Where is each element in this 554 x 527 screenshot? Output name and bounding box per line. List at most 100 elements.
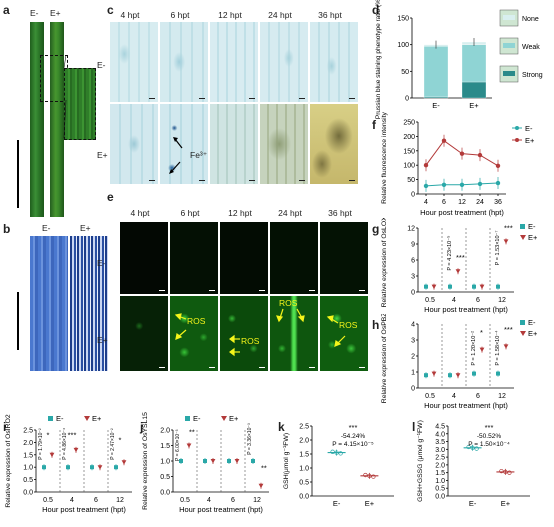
- i-ylabel: Relative expression of OsIRO2: [5, 414, 12, 508]
- k-y-tick-label-2: 1.0: [299, 466, 309, 473]
- g-point-1-1: [455, 269, 461, 274]
- f-legend-label-0: E-: [525, 124, 533, 133]
- l-annot-1: -50.52%: [477, 433, 501, 440]
- d-y-tick-label-2: 100: [397, 42, 409, 49]
- k-y-tick-label-3: 1.5: [299, 452, 309, 459]
- g-point-0-1: [448, 284, 452, 289]
- j-x-tick-label-2: 6: [231, 497, 235, 504]
- g-annot-1: P = 4.23×10⁻⁵: [446, 236, 453, 271]
- chart-j: 0.0 0.5 1.0 1.5 2.0 Relative expression of Os…: [142, 412, 269, 514]
- f-x-tick-label-1: 6: [442, 199, 446, 206]
- g-legend-marker-1: [520, 235, 526, 240]
- j-point-0-2: [227, 459, 231, 463]
- h-point-0-0: [424, 373, 428, 378]
- d-bar-1-1: [461, 44, 487, 83]
- j-y-tick-label-1: 0.5: [160, 474, 170, 481]
- g-point-0-3: [496, 284, 500, 289]
- e-pos-36hpt-image: [320, 296, 368, 371]
- g-x-tick-label-1: 4: [452, 297, 456, 304]
- l-point-0-0: [466, 444, 471, 450]
- panel-label-i: i: [3, 420, 7, 434]
- k-y-tick-label-1: 0.5: [299, 480, 309, 487]
- d-bar-0-0: [423, 96, 449, 99]
- l-y-tick-label-9: 4.5: [435, 424, 445, 431]
- fe-arrows: [169, 137, 183, 174]
- c-row-neg: E-: [97, 60, 106, 70]
- l-point-0-1: [470, 445, 475, 450]
- j-x-tick-label-0: 0.5: [180, 497, 190, 504]
- l-annot-0: ***: [485, 423, 494, 432]
- k-annot-1: -54.24%: [341, 433, 365, 440]
- l-y-tick-label-2: 1.0: [435, 478, 445, 485]
- e-tp-1: 6 hpt: [180, 208, 200, 218]
- k-point-0-2: [338, 451, 343, 456]
- h-x-tick-label-1: 4: [452, 393, 456, 400]
- e-tp-0: 4 hpt: [130, 208, 150, 218]
- h-point-1-1: [455, 373, 461, 378]
- l-y-tick-label-4: 2.0: [435, 462, 445, 469]
- e-pos-4hpt-image: [120, 296, 168, 371]
- f-point-0-2: [459, 182, 465, 187]
- chart-k: 0.0 0.5 1.0 1.5 2.0 2.5 GSH(μmol g⁻¹FW) E- E+ ***…: [283, 423, 394, 508]
- j-y-tick-label-0: 0.0: [160, 490, 170, 497]
- l-y-tick-label-5: 2.5: [435, 455, 445, 462]
- chart-d: 0 50 100 150 Prussian blue staining phenotyp…: [375, 0, 543, 119]
- k-point-1-0: [363, 472, 368, 478]
- j-y-tick-label-4: 2.0: [160, 428, 170, 435]
- i-y-tick-label-0: 0.0: [23, 490, 33, 497]
- i-annot-4: *: [119, 435, 122, 444]
- f-y-tick-label-4: 200: [403, 134, 415, 141]
- l-point-1-1: [503, 469, 508, 475]
- g-annot-0: ***: [456, 253, 465, 262]
- k-annot-2: P = 4.15×10⁻⁵: [332, 441, 374, 448]
- h-annot-0: *: [480, 328, 483, 337]
- j-legend-label-1: E+: [229, 414, 239, 423]
- h-annot-3: P = 1.58×10⁻⁴: [494, 330, 501, 366]
- i-legend-marker-0: [48, 416, 53, 421]
- d-legend-swatch-1: [503, 43, 515, 48]
- g-y-tick-label-3: 9: [411, 242, 415, 249]
- ros-arrows: [174, 308, 346, 357]
- c-tp-4: 36 hpt: [318, 10, 342, 20]
- scale-bar-b: [17, 292, 19, 350]
- i-annot-2: ***: [68, 430, 77, 439]
- j-point-1-1: [210, 459, 216, 464]
- j-x-tick-label-1: 4: [207, 497, 211, 504]
- l-y-tick-label-0: 0.0: [435, 494, 445, 501]
- j-annot-1: P = 6.00×10⁻³: [175, 429, 181, 461]
- l-ylabel: GSH+GSSG (μmol g⁻¹FW): [417, 420, 424, 502]
- f-point-1-2: [459, 151, 465, 156]
- d-bar-1-0: [461, 81, 487, 99]
- j-xlabel: Hour post treatment (hpt): [179, 505, 263, 514]
- e-pos-6hpt-image: [170, 296, 218, 371]
- g-point-0-0: [424, 284, 428, 289]
- h-point-1-2: [479, 347, 485, 352]
- f-y-tick-label-0: 0: [411, 192, 415, 199]
- e-tp-4: 36 hpt: [328, 208, 352, 218]
- c-neg-6hpt-image: [160, 22, 208, 102]
- k-point-0-0: [330, 449, 335, 454]
- c-pos-4hpt-image: [110, 104, 158, 184]
- j-legend-label-0: E-: [193, 414, 201, 423]
- ros-label-24hpt: ROS: [279, 298, 298, 308]
- panel-label-g: g: [372, 222, 380, 236]
- g-legend-label-0: E-: [528, 222, 536, 231]
- i-x-tick-label-2: 6: [94, 497, 98, 504]
- i-annot-5: P = 2.47×10⁻²: [110, 428, 116, 460]
- i-point-0-3: [114, 465, 118, 470]
- k-annot-0: ***: [349, 423, 358, 432]
- d-legend-label-1: Weak: [522, 44, 540, 51]
- g-y-tick-label-1: 3: [411, 274, 415, 281]
- leaf-zoom-inset-image: [64, 68, 96, 140]
- e-row-pos: E+: [97, 335, 108, 345]
- i-xlabel: Hour post treatment (hpt): [42, 505, 126, 514]
- h-y-tick-label-0: 0: [411, 386, 415, 393]
- j-point-1-3: [258, 483, 264, 489]
- g-legend-marker-0: [520, 224, 525, 229]
- f-point-0-3: [477, 181, 483, 187]
- k-y-tick-label-0: 0.0: [299, 494, 309, 501]
- d-legend-swatch-0: [503, 15, 515, 20]
- l-y-tick-label-1: 0.5: [435, 486, 445, 493]
- d-y-tick-label-1: 50: [401, 69, 409, 76]
